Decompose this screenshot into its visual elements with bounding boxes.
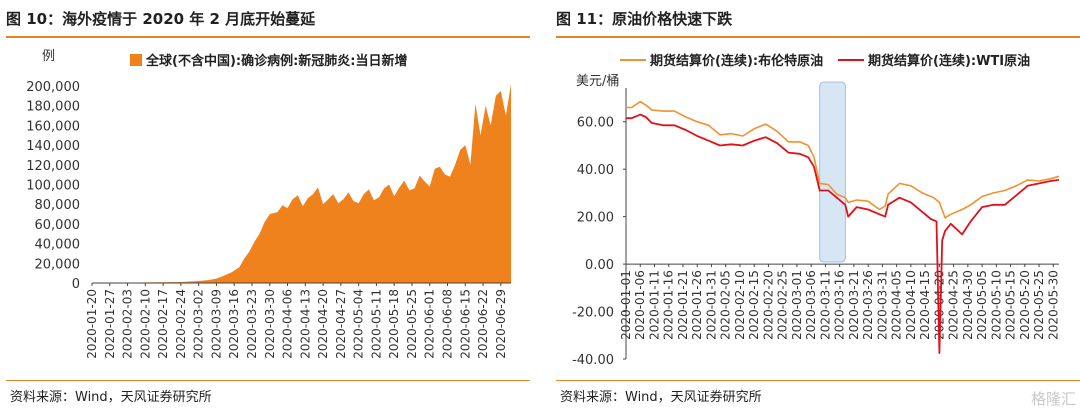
brent-price-line (626, 100, 1060, 219)
x-tick-label: 2020-03-01 (790, 270, 804, 340)
x-tick-label: 2020-02-24 (174, 289, 188, 359)
x-tick-label: 2020-05-10 (989, 270, 1003, 340)
left-panel: 图 10：海外疫情于 2020 年 2 月底开始蔓延 例 200,000 180,0… (6, 0, 534, 416)
x-tick-label: 2020-03-30 (263, 289, 277, 359)
y-tick-label: 40.00 (577, 163, 614, 178)
legend-label-wti: 期货结算价(连续):WTI原油 (868, 53, 1030, 69)
y-tick-label: 200,000 (26, 80, 80, 95)
x-tick-label: 2020-05-18 (387, 289, 401, 359)
cases-area-chart: 例 200,000 180,000 160,000 140,000 120,000 100,… (26, 49, 511, 359)
y-tick-label: 120,000 (26, 159, 80, 174)
y-axis-unit-label: 例 (42, 49, 55, 64)
right-source-note: 资料来源：Wind，天风证券研究所 (560, 390, 762, 405)
watermark-logo: 格隆汇 (1030, 390, 1076, 408)
x-tick-label: 2020-02-15 (747, 270, 761, 340)
x-tick-label: 2020-05-05 (975, 270, 989, 340)
y-tick-label: -20.00 (572, 306, 614, 321)
y-tick-label: 60,000 (35, 218, 81, 233)
x-tick-label: 2020-04-20 (316, 289, 330, 359)
y-tick-label: 20.00 (577, 211, 614, 226)
left-figure-title: 图 10：海外疫情于 2020 年 2 月底开始蔓延 (6, 10, 316, 28)
x-tick-label: 2020-06-29 (494, 289, 508, 359)
x-tick-label: 2020-02-20 (761, 270, 775, 340)
legend-swatch (130, 54, 142, 66)
x-tick-label: 2020-05-25 (1032, 270, 1046, 340)
x-tick-label: 2020-06-22 (476, 289, 490, 359)
x-tick-label: 2020-02-17 (156, 289, 170, 359)
x-tick-label: 2020-05-11 (369, 289, 383, 359)
oil-price-line-chart: 美元/桶 60.00 40.00 20.00 0.00 -20.00 -40.00 2020-… (572, 53, 1060, 368)
y-tick-label: 160,000 (26, 119, 80, 134)
x-tick-label: 2020-02-05 (719, 270, 733, 340)
y-tick-label: 180,000 (26, 100, 80, 115)
x-tick-label: 2020-05-30 (1046, 270, 1060, 340)
legend: 全球(不含中国):确诊病例:新冠肺炎:当日新增 (130, 53, 407, 69)
x-tick-label: 2020-02-10 (138, 289, 152, 359)
legend-label-brent: 期货结算价(连续):布伦特原油 (650, 53, 823, 69)
x-tick-label: 2020-04-13 (298, 289, 312, 359)
left-footer-rule (6, 380, 530, 381)
x-tick-label: 2020-05-25 (405, 289, 419, 359)
x-tick-label: 2020-04-06 (281, 289, 295, 359)
x-tick-label: 2020-01-06 (633, 270, 647, 340)
x-tick-label: 2020-05-15 (1004, 270, 1018, 340)
x-tick-label: 2020-02-25 (776, 270, 790, 340)
right-title-rule (556, 36, 1080, 38)
x-tick-label: 2020-01-21 (676, 270, 690, 340)
y-tick-label: 0.00 (585, 258, 614, 273)
legend: 期货结算价(连续):布伦特原油 期货结算价(连续):WTI原油 (620, 53, 1030, 69)
highlight-band (819, 81, 846, 263)
x-tick-label: 2020-06-01 (423, 289, 437, 359)
y-tick-label: 20,000 (35, 257, 81, 272)
cases-area-series (92, 84, 511, 283)
left-title-rule (6, 36, 530, 38)
x-tick-label: 2020-04-10 (904, 270, 918, 340)
x-tick-label: 2020-04-15 (918, 270, 932, 340)
y-tick-label: 40,000 (35, 238, 81, 253)
y-tick-label: 140,000 (26, 139, 80, 154)
legend-label: 全球(不含中国):确诊病例:新冠肺炎:当日新增 (145, 53, 407, 69)
x-tick-label: 2020-04-25 (947, 270, 961, 340)
x-tick-label: 2020-03-09 (209, 289, 223, 359)
wti-price-line (626, 113, 1060, 355)
x-tick-label: 2020-01-27 (103, 289, 117, 359)
x-tick-label: 2020-01-16 (662, 270, 676, 340)
x-tick-label: 2020-03-02 (192, 289, 206, 359)
x-tick-label: 2020-06-08 (441, 289, 455, 359)
x-tick-label: 2020-01-11 (647, 270, 661, 340)
x-tick-label: 2020-02-10 (733, 270, 747, 340)
y-tick-label: -40.00 (572, 353, 614, 368)
x-tick-label: 2020-03-16 (227, 289, 241, 359)
x-tick-label: 2020-03-26 (861, 270, 875, 340)
x-tick-label: 2020-04-05 (890, 270, 904, 340)
right-footer-rule (556, 380, 1080, 381)
x-tick-label: 2020-01-01 (619, 270, 633, 340)
x-tick-label: 2020-01-20 (85, 289, 99, 359)
left-source-note: 资料来源：Wind，天风证券研究所 (10, 390, 212, 405)
x-tick-label: 2020-04-27 (334, 289, 348, 359)
x-tick-label: 2020-01-26 (690, 270, 704, 340)
x-tick-label: 2020-02-03 (121, 289, 135, 359)
y-tick-label: 80,000 (35, 198, 81, 213)
y-tick-label: 0 (72, 277, 80, 292)
x-tick-label: 2020-06-15 (458, 289, 472, 359)
x-tick-label: 2020-03-06 (804, 270, 818, 340)
x-tick-label: 2020-04-30 (961, 270, 975, 340)
right-figure-title: 图 11：原油价格快速下跌 (556, 10, 733, 28)
x-tick-label: 2020-03-21 (847, 270, 861, 340)
right-panel: 图 11：原油价格快速下跌 美元/桶 60.00 40.00 20.00 0.00 -20… (556, 0, 1080, 416)
x-tick-label: 2020-05-20 (1018, 270, 1032, 340)
y-tick-label: 60.00 (577, 116, 614, 131)
y-tick-label: 100,000 (26, 179, 80, 194)
x-tick-label: 2020-03-11 (818, 270, 832, 340)
x-tick-label: 2020-05-04 (352, 289, 366, 359)
x-tick-label: 2020-03-31 (875, 270, 889, 340)
y-axis-unit-label: 美元/桶 (576, 74, 619, 89)
x-tick-label: 2020-03-16 (833, 270, 847, 340)
x-tick-label: 2020-04-20 (932, 270, 946, 340)
x-tick-label: 2020-01-31 (704, 270, 718, 340)
x-tick-label: 2020-03-23 (245, 289, 259, 359)
